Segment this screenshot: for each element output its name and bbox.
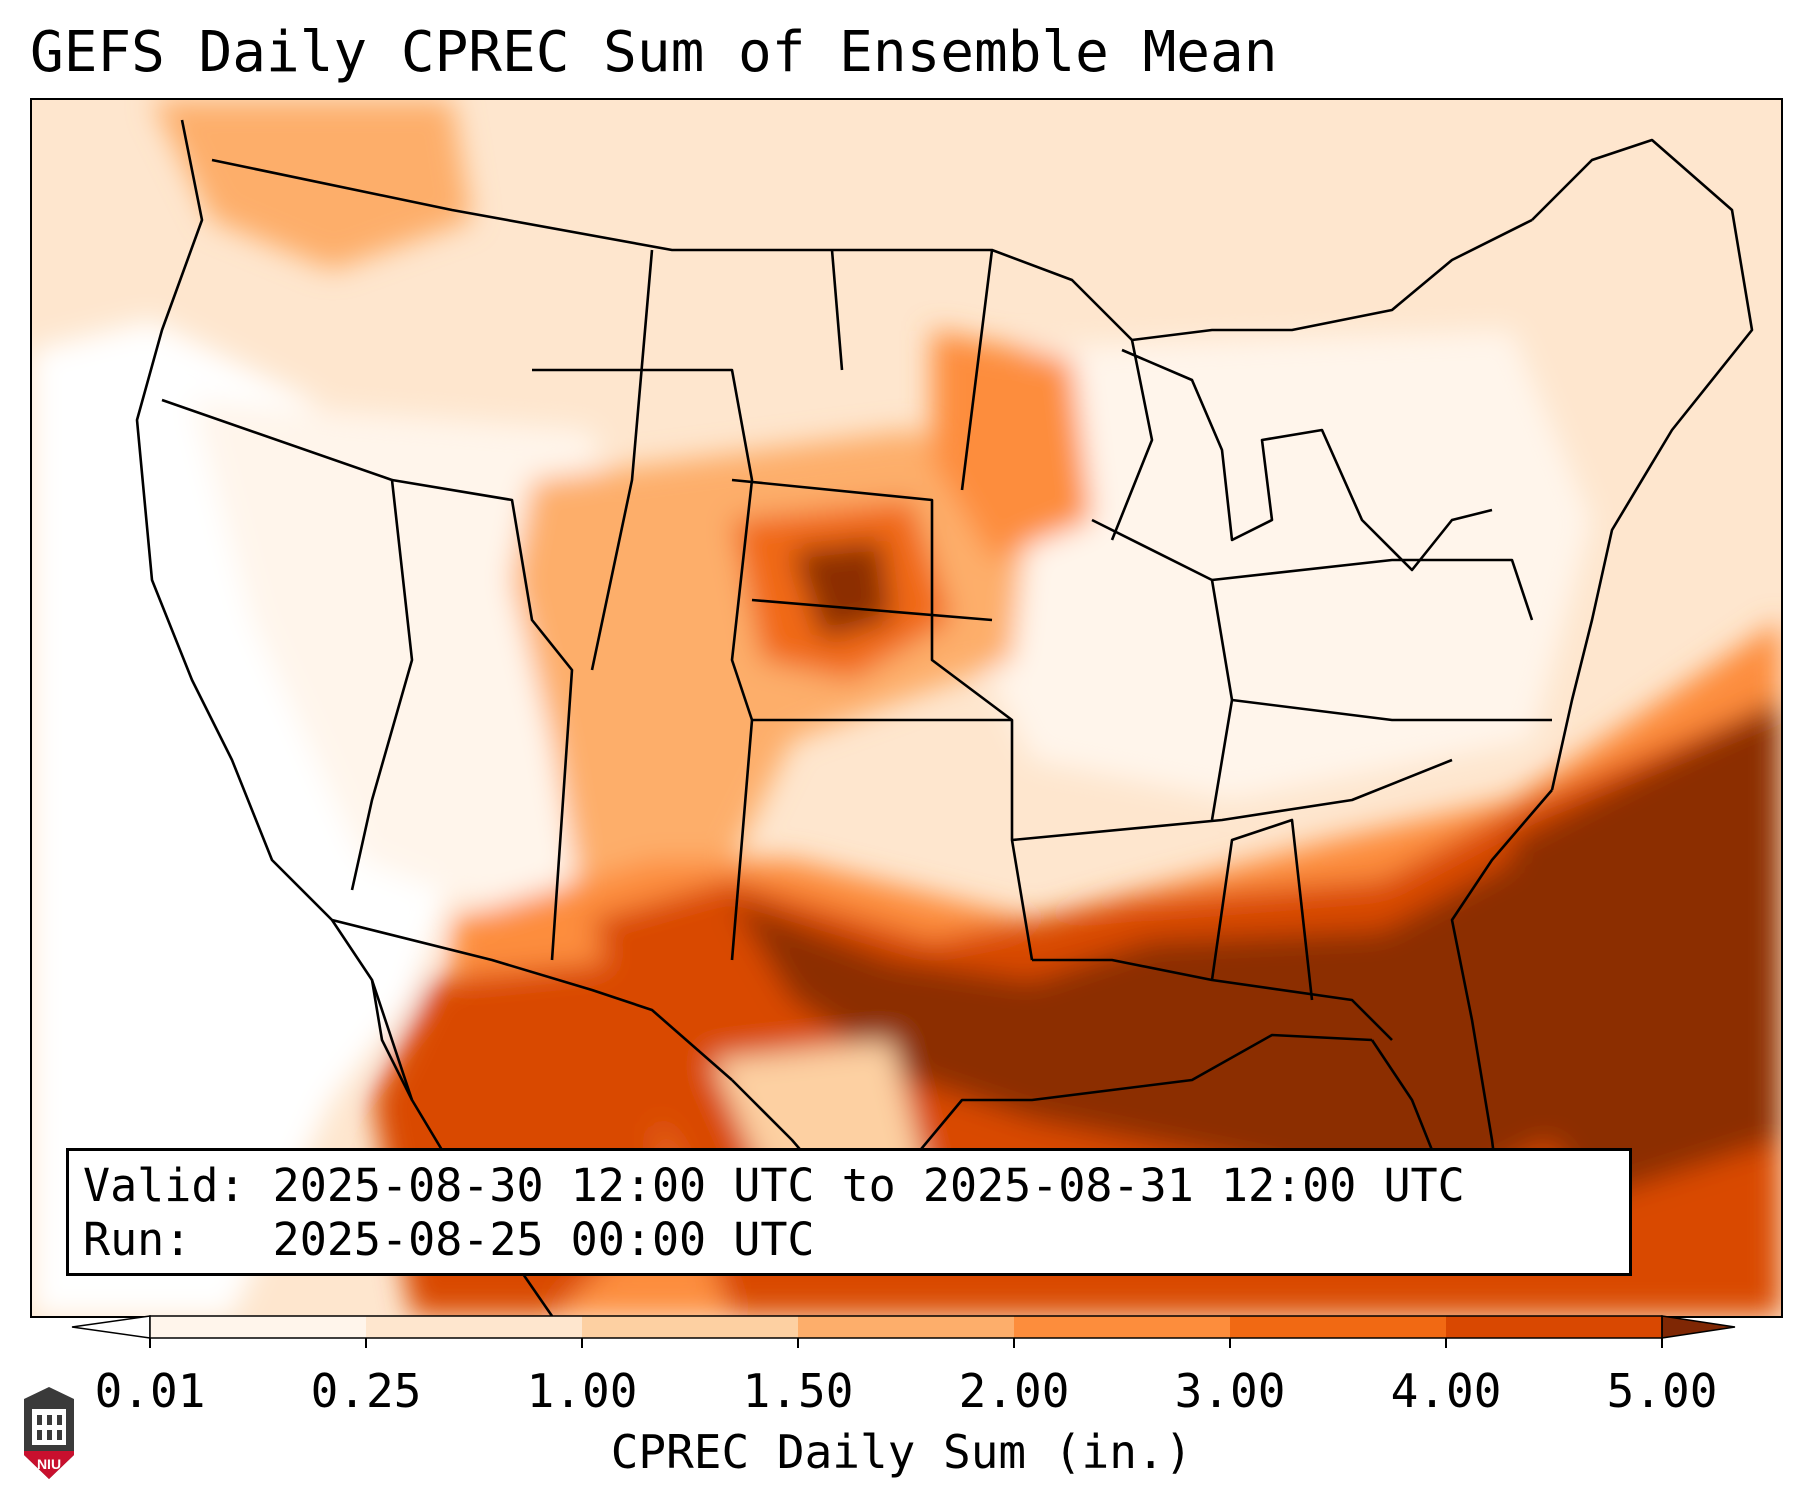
colorbar-over-arrow bbox=[1661, 1315, 1736, 1339]
validity-info-box: Valid: 2025-08-30 12:00 UTC to 2025-08-3… bbox=[66, 1148, 1632, 1276]
us-mexico-border bbox=[331, 918, 733, 1081]
svg-text:NIU: NIU bbox=[37, 1456, 61, 1472]
great-lakes bbox=[1121, 348, 1493, 572]
valid-value: 2025-08-30 12:00 UTC to 2025-08-31 12:00… bbox=[272, 1159, 1465, 1212]
us-canada-border bbox=[211, 158, 1533, 342]
southeast-coast bbox=[1370, 789, 1553, 1222]
colorbar-tick-label: 5.00 bbox=[1606, 1364, 1718, 1418]
state-line-11 bbox=[1231, 698, 1552, 722]
colorbar-label: CPREC Daily Sum (in.) bbox=[610, 1425, 1193, 1479]
state-line-2 bbox=[391, 478, 574, 961]
colorbar-tick-label: 4.00 bbox=[1390, 1364, 1502, 1418]
colorbar-tick-label: 1.50 bbox=[742, 1364, 854, 1418]
colorbar-segment bbox=[798, 1316, 1015, 1338]
northeast-coast bbox=[1531, 138, 1754, 791]
colorbar-segment bbox=[1446, 1316, 1663, 1338]
colorbar-tick-label: 0.25 bbox=[310, 1364, 422, 1418]
run-label: Run: bbox=[83, 1213, 192, 1266]
state-line-14 bbox=[590, 249, 654, 671]
field-nebraska-max bbox=[792, 540, 892, 640]
colorbar bbox=[71, 1315, 1736, 1348]
gulf-coast bbox=[731, 1033, 1373, 1242]
colorbar-segment bbox=[582, 1316, 799, 1338]
state-line-7 bbox=[1011, 758, 1453, 842]
colorbar-segment bbox=[150, 1316, 367, 1338]
colorbar-under-arrow bbox=[71, 1315, 151, 1339]
state-line-3 bbox=[532, 368, 754, 961]
colorbar-segment bbox=[1014, 1316, 1231, 1338]
precip-field bbox=[32, 100, 1781, 1316]
run-value: 2025-08-25 00:00 UTC bbox=[272, 1213, 815, 1266]
state-line-10 bbox=[1211, 558, 1534, 621]
state-line-1 bbox=[161, 398, 414, 891]
state-line-12 bbox=[1210, 818, 1314, 1001]
colorbar-tick-label: 1.00 bbox=[526, 1364, 638, 1418]
colorbar-tick-label: 3.00 bbox=[1174, 1364, 1286, 1418]
valid-label: Valid: bbox=[83, 1159, 246, 1212]
colorbar-segment bbox=[1230, 1316, 1447, 1338]
field-atlantic-max bbox=[1492, 700, 1781, 1200]
state-line-16 bbox=[960, 249, 994, 491]
field-northwest-orange bbox=[152, 100, 472, 270]
colorbar-outline bbox=[149, 1315, 1663, 1339]
state-line-9 bbox=[1091, 518, 1234, 821]
map-title: GEFS Daily CPREC Sum of Ensemble Mean bbox=[30, 20, 1278, 85]
state-line-13 bbox=[1110, 339, 1154, 541]
colorbar-tick-label: 2.00 bbox=[958, 1364, 1070, 1418]
colorbar-segment bbox=[366, 1316, 583, 1338]
west-coast bbox=[135, 119, 414, 1101]
boundaries bbox=[135, 119, 1754, 1316]
colorbar-tick-label: 0.01 bbox=[94, 1364, 206, 1418]
state-line-15 bbox=[830, 249, 844, 371]
precipitation-map bbox=[30, 98, 1783, 1318]
niu-logo: NIU bbox=[24, 1387, 74, 1479]
state-line-4 bbox=[731, 478, 1034, 961]
field-upper-midwest-orange bbox=[932, 330, 1092, 560]
field-great-lakes-light bbox=[932, 330, 1592, 800]
state-line-6 bbox=[751, 598, 993, 622]
